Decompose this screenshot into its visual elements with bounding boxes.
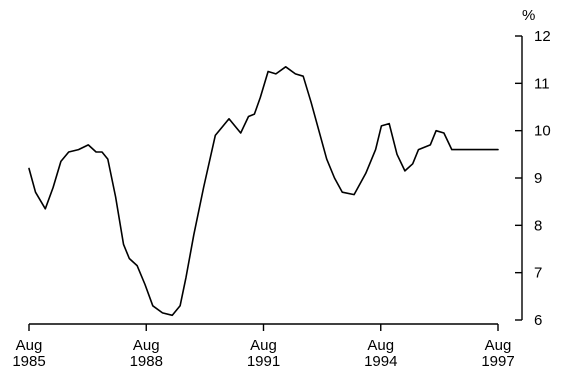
series-line — [28, 66, 499, 317]
series-layer — [28, 66, 499, 317]
x-tick-label-year: 1988 — [130, 353, 163, 370]
y-tick-label: 11 — [534, 75, 550, 92]
y-tick-label: 8 — [534, 217, 542, 234]
x-tick-label-month: Aug — [16, 337, 43, 354]
x-tick-label-year: 1997 — [481, 353, 514, 370]
y-axis-unit-label: % — [522, 7, 535, 24]
x-tick-label-year: 1994 — [364, 353, 397, 370]
x-tick-label-month: Aug — [485, 337, 512, 354]
y-tick-label: 9 — [534, 170, 542, 187]
x-tick-label-month: Aug — [250, 337, 277, 354]
x-tick-label-month: Aug — [133, 337, 160, 354]
y-tick-label: 10 — [534, 123, 551, 140]
x-tick-label-month: Aug — [367, 337, 394, 354]
x-tick-label-year: 1985 — [12, 353, 45, 370]
x-tick-label-year: 1991 — [247, 353, 280, 370]
y-tick-label: 12 — [534, 28, 551, 45]
y-axis: 6 7 8 9 10 11 12 — [515, 28, 551, 329]
y-tick-label: 7 — [534, 265, 542, 282]
y-tick-label: 6 — [534, 312, 542, 329]
